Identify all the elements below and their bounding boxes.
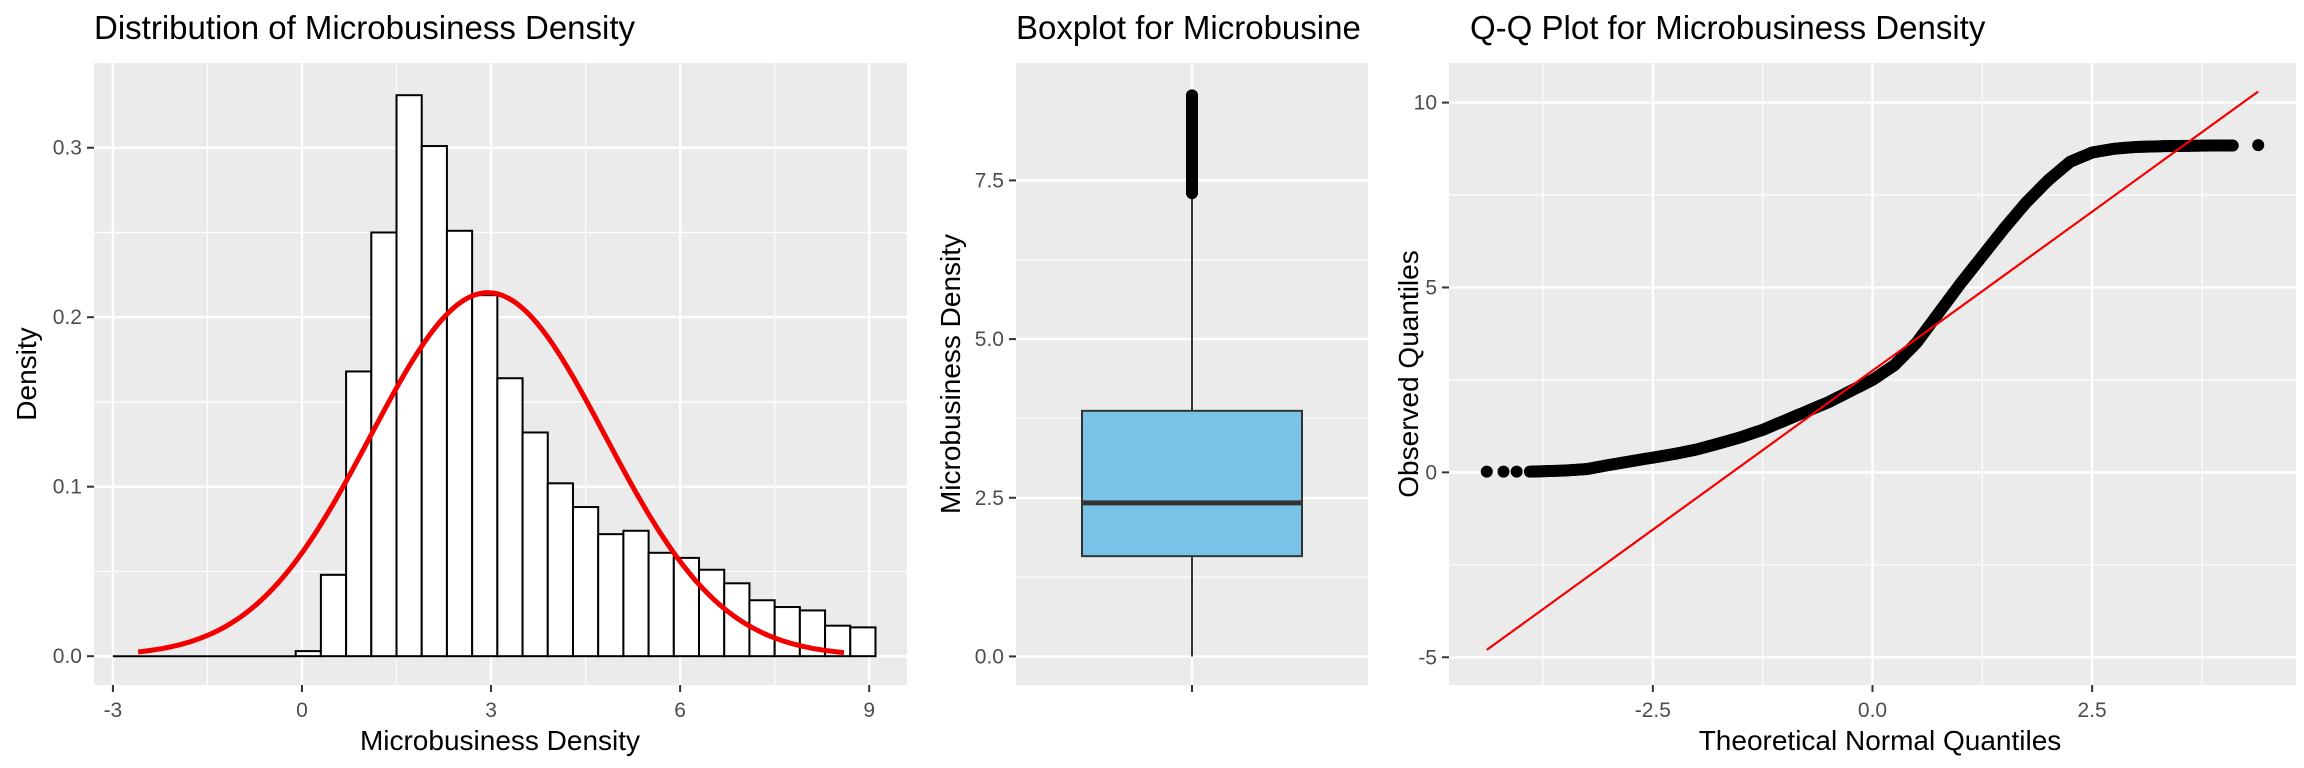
y-tick-label: 7.5: [975, 169, 1004, 192]
y-tick-label: 10: [1414, 92, 1437, 115]
qq-reference-line: [1486, 90, 2259, 651]
boxplot-panel: Boxplot for Microbusine 0.0 2.5 5.0 7.5 Mic…: [935, 9, 1368, 692]
boxplot-title: Boxplot for Microbusine: [1016, 9, 1361, 46]
histogram-bar: [445, 229, 474, 658]
boxplot-outlier: [1186, 89, 1198, 102]
histogram-bar: [294, 650, 322, 658]
histogram-bar: [647, 551, 675, 658]
qq-title: Q-Q Plot for Microbusiness Density: [1470, 9, 1986, 46]
y-tick-label: 0: [1425, 461, 1437, 484]
boxplot-box: [1081, 409, 1303, 558]
y-tick-label: 5.0: [975, 328, 1004, 351]
histogram-bar: [773, 606, 801, 658]
y-tick-label: 5: [1425, 276, 1437, 299]
boxplot-body: [1081, 89, 1303, 657]
y-tick-label: 0.0: [975, 645, 1004, 668]
x-tick-label: 2.5: [2078, 699, 2107, 722]
x-tick-label: 6: [674, 699, 686, 722]
histogram-bar: [496, 377, 524, 658]
histogram-bar: [420, 145, 448, 658]
qq-point: [1480, 465, 1493, 478]
histogram-ticks: 0.0 0.1 0.2 0.3 -3 0 3 6 9: [53, 137, 875, 722]
histogram-bar: [622, 529, 650, 658]
histogram-title: Distribution of Microbusiness Density: [94, 9, 636, 46]
histogram-bar: [521, 431, 549, 658]
y-tick-label: 0.1: [53, 476, 82, 499]
qq-y-axis-title: Observed Quantiles: [1393, 250, 1424, 497]
histogram-bar: [395, 94, 423, 658]
qq-point: [1510, 465, 1523, 478]
qq-gridlines: [1449, 63, 2296, 685]
x-tick-label: -2.5: [1635, 699, 1671, 722]
boxplot-y-axis-title: Microbusiness Density: [935, 234, 966, 514]
histogram-y-axis-title: Density: [11, 327, 42, 420]
x-tick-label: 3: [485, 699, 497, 722]
histogram-bars: [112, 94, 877, 658]
y-tick-label: 2.5: [975, 487, 1004, 510]
x-tick-label: 0: [296, 699, 308, 722]
y-tick-label: 0.3: [53, 137, 82, 160]
histogram-bar: [345, 370, 373, 658]
histogram-bar: [370, 231, 398, 658]
histogram-bar: [849, 626, 877, 658]
normal-curve: [137, 290, 845, 656]
qq-ticks: -5 0 5 10 -2.5 0.0 2.5: [1414, 92, 2107, 722]
y-tick-label: 0.0: [53, 645, 82, 668]
histogram-bar: [597, 533, 625, 658]
y-tick-label: 0.2: [53, 306, 82, 329]
histogram-bar: [672, 556, 701, 658]
qq-x-axis-title: Theoretical Normal Quantiles: [1699, 725, 2062, 756]
boxplot-ticks: 0.0 2.5 5.0 7.5: [975, 169, 1193, 692]
qq-panel: Q-Q Plot for Microbusiness Density -5 0 5 1…: [1393, 9, 2296, 756]
histogram-panel: Distribution of Microbusiness Density 0.…: [11, 9, 907, 756]
histogram-x-axis-title: Microbusiness Density: [360, 725, 640, 756]
histogram-bar: [471, 294, 499, 658]
histogram-bar: [698, 568, 726, 658]
histogram-bar: [571, 506, 600, 658]
y-tick-label: -5: [1418, 646, 1437, 669]
histogram-bar: [546, 482, 574, 658]
histogram-bar: [319, 573, 348, 658]
x-tick-label: -3: [104, 699, 123, 722]
x-tick-label: 9: [863, 699, 875, 722]
qq-point: [1497, 465, 1510, 478]
qq-point: [2226, 139, 2239, 152]
x-tick-label: 0.0: [1858, 699, 1887, 722]
qq-point: [2252, 139, 2265, 152]
